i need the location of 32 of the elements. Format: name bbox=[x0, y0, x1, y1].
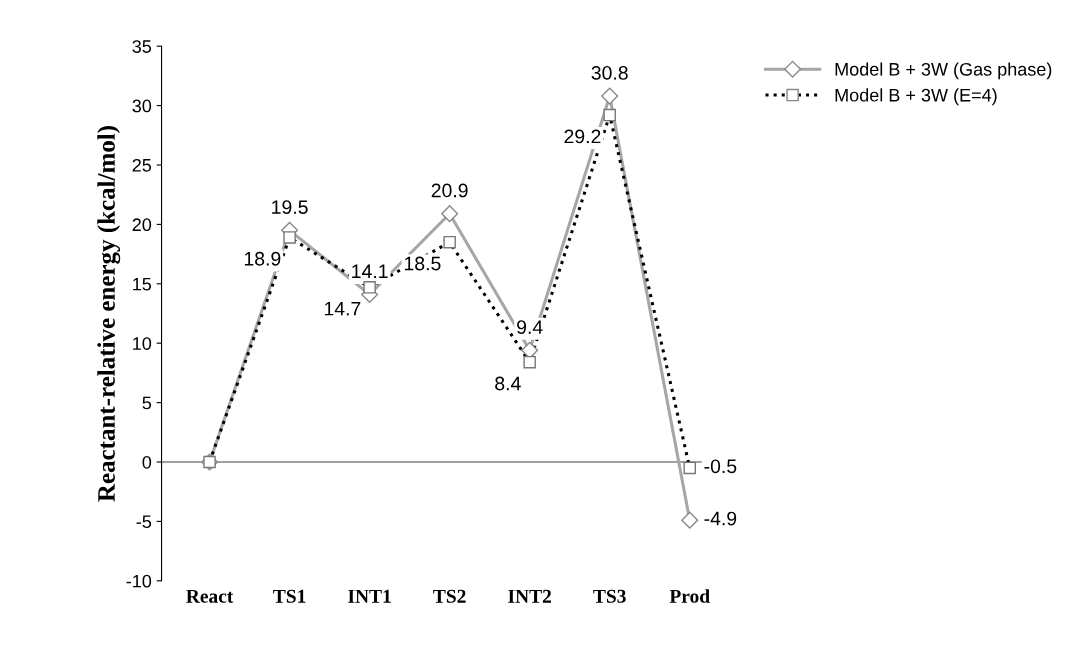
x-tick-label: INT1 bbox=[348, 589, 391, 603]
y-tick-label: 25 bbox=[132, 158, 152, 172]
data-label: 9.4 bbox=[517, 320, 543, 334]
x-tick-label: Prod bbox=[669, 589, 710, 603]
data-label: 29.2 bbox=[564, 129, 601, 144]
y-tick-label: -5 bbox=[136, 515, 152, 529]
y-tick-label: 30 bbox=[132, 99, 152, 113]
y-tick-label: 20 bbox=[132, 218, 152, 232]
data-label: 18.9 bbox=[244, 251, 281, 266]
y-tick-label: -10 bbox=[126, 574, 152, 588]
legend-label: Model B + 3W (E=4) bbox=[835, 88, 997, 106]
data-label: 18.5 bbox=[404, 256, 441, 271]
data-label: 8.4 bbox=[495, 376, 521, 391]
y-tick-label: 5 bbox=[142, 396, 152, 410]
data-label: -0.5 bbox=[704, 459, 737, 474]
x-tick-label: TS1 bbox=[273, 589, 306, 603]
data-label: 19.5 bbox=[272, 200, 308, 214]
data-label: -4.9 bbox=[704, 511, 737, 526]
data-label: 20.9 bbox=[431, 183, 468, 198]
y-tick-label: 35 bbox=[132, 40, 152, 53]
y-tick-label: 10 bbox=[133, 337, 152, 350]
x-tick-label: React bbox=[186, 589, 234, 603]
y-tick-label: 15 bbox=[133, 277, 152, 291]
x-tick-label: TS2 bbox=[433, 589, 466, 603]
data-label: 30.8 bbox=[591, 65, 628, 80]
y-tick-label: 0 bbox=[142, 455, 152, 469]
y-axis-title: Reactant-relative energy (kcal/mol) bbox=[97, 126, 121, 502]
data-label: 14.1 bbox=[352, 264, 388, 278]
x-tick-label: TS3 bbox=[593, 589, 626, 603]
x-tick-label: INT2 bbox=[508, 589, 551, 603]
legend-label: Model B + 3W (Gas phase) bbox=[835, 62, 1052, 80]
data-label: 14.7 bbox=[324, 301, 361, 316]
